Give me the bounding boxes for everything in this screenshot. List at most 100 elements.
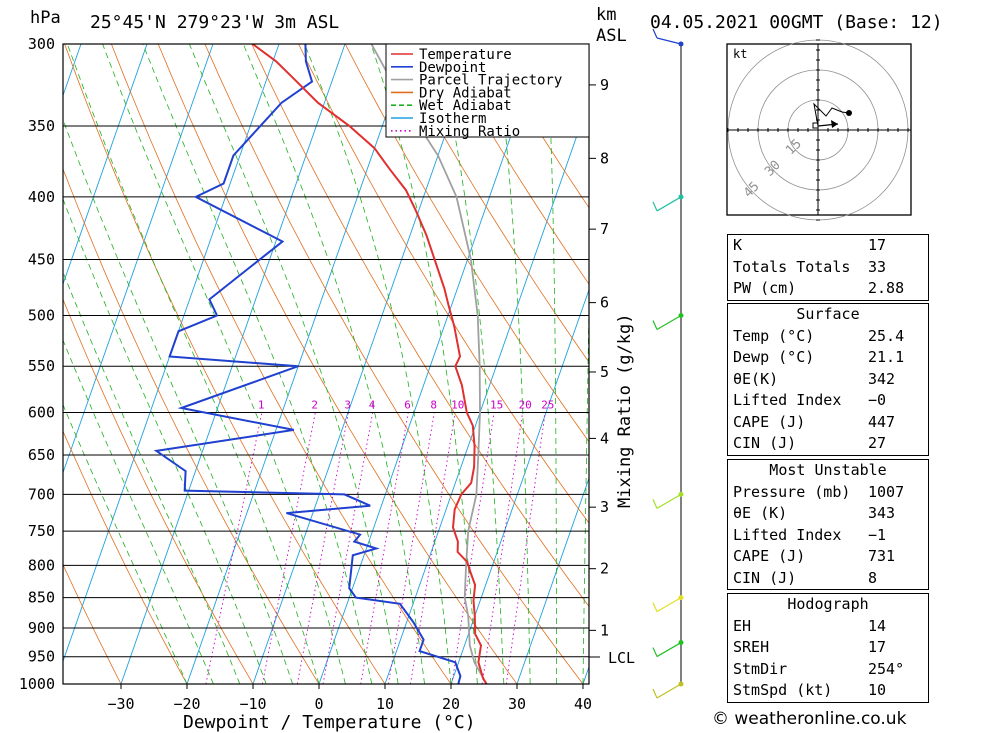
pressure-tick-label: 1000 bbox=[19, 675, 55, 693]
height-unit-asl: ASL bbox=[596, 26, 627, 46]
pressure-tick-label: 400 bbox=[28, 188, 55, 206]
wet-adiabat bbox=[63, 271, 241, 684]
isotherm-line bbox=[63, 44, 148, 286]
mixing-ratio-label: 1 bbox=[258, 398, 265, 411]
mixing-ratio-line bbox=[261, 412, 316, 684]
height-axis: 1 2 3 4 5 6 7 8 9 bbox=[589, 76, 609, 639]
x-axis-title: Dewpoint / Temperature (°C) bbox=[183, 712, 476, 733]
wind-barb-feather bbox=[652, 602, 658, 612]
pressure-tick-label: 900 bbox=[28, 619, 55, 637]
mixing-ratio-line bbox=[322, 412, 374, 684]
height-tick-label: 1 bbox=[600, 621, 609, 639]
isotherm-line bbox=[63, 44, 214, 474]
mixing-ratio-label: 15 bbox=[490, 398, 503, 411]
x-tick-label: −20 bbox=[173, 695, 200, 713]
mu-cin-row: CIN (J) 8 bbox=[733, 568, 878, 587]
wind-barb-feather bbox=[652, 28, 658, 39]
wet-adiabat bbox=[63, 118, 293, 684]
mu-cape-row: CAPE (J) 731 bbox=[733, 547, 896, 565]
wet-adiabat bbox=[102, 44, 346, 684]
x-tick-label: −30 bbox=[107, 695, 134, 713]
mixing-ratio-line bbox=[360, 412, 409, 684]
wind-barb-feather bbox=[652, 320, 658, 330]
pressure-tick-label: 950 bbox=[28, 648, 55, 666]
hodograph-unit: kt bbox=[733, 47, 747, 61]
isotherm-line bbox=[318, 44, 544, 684]
pressure-tick-label: 500 bbox=[28, 307, 55, 325]
profile-curves bbox=[153, 44, 488, 684]
indices-block-1: K 17 Totals Totals 33 PW (cm) 2.88 bbox=[727, 234, 929, 301]
stmdir-row: StmDir 254° bbox=[733, 659, 905, 678]
hodograph-trace bbox=[813, 102, 850, 127]
hodograph-block: Hodograph EH 14 SREH 17 StmDir 254° StmSpd … bbox=[727, 593, 929, 703]
height-tick-label: 5 bbox=[600, 363, 609, 381]
mixing-ratio-line bbox=[451, 412, 495, 684]
isotherm-line bbox=[516, 476, 589, 684]
isotherm-line bbox=[252, 44, 478, 684]
mixing-ratio-line bbox=[387, 412, 435, 684]
mu-pressure-row: Pressure (mb) 1007 bbox=[733, 482, 905, 501]
wind-barb bbox=[656, 315, 682, 331]
isotherm-line bbox=[450, 288, 589, 684]
mixing-ratio-axis-title: Mixing Ratio (g/kg) bbox=[615, 314, 635, 508]
wind-barb bbox=[656, 37, 682, 45]
mixing-ratio-label: 3 bbox=[344, 398, 351, 411]
wind-barb bbox=[656, 493, 682, 509]
legend-label: Dry Adiabat bbox=[419, 85, 512, 101]
pressure-tick-label: 450 bbox=[28, 251, 55, 269]
wet-adiabat bbox=[63, 198, 267, 684]
location-label: 25°45'N 279°23'W 3m ASL bbox=[90, 12, 339, 33]
x-tick-label: −10 bbox=[239, 695, 266, 713]
legend-label: Parcel Trajectory bbox=[419, 73, 562, 89]
wind-barb-feather bbox=[652, 201, 658, 212]
x-tick-label: 40 bbox=[574, 695, 592, 713]
hodograph-start-marker bbox=[812, 122, 819, 129]
dry-adiabat bbox=[438, 44, 589, 285]
mixing-ratio-line bbox=[505, 412, 546, 684]
x-tick-label: 30 bbox=[508, 695, 526, 713]
mu-thetae-row: θE (K) 343 bbox=[733, 504, 896, 522]
dry-adiabat bbox=[157, 44, 518, 684]
wet-adiabat bbox=[436, 44, 505, 684]
legend-label: Wet Adiabat bbox=[419, 98, 512, 114]
mixing-ratio-label: 4 bbox=[369, 398, 376, 411]
series-parcel-trajectory bbox=[370, 44, 488, 684]
mixing-ratio-label: 2 bbox=[311, 398, 318, 411]
legend-label: Dewpoint bbox=[419, 60, 486, 76]
x-tick-label: 0 bbox=[314, 695, 323, 713]
mixing-ratio-label: 20 bbox=[519, 398, 532, 411]
sreh-row: SREH 17 bbox=[733, 638, 887, 656]
wet-adiabat bbox=[582, 282, 589, 684]
mixing-ratio-line bbox=[296, 412, 349, 684]
mu-title: Most Unstable bbox=[769, 461, 887, 479]
wind-barb-feather bbox=[652, 499, 658, 509]
storm-motion-arrowhead bbox=[831, 120, 838, 128]
pressure-tick-label: 650 bbox=[28, 446, 55, 464]
dry-adiabat bbox=[63, 563, 122, 684]
height-tick-label: 2 bbox=[600, 560, 609, 578]
mixing-ratio-label: 6 bbox=[404, 398, 411, 411]
wind-barb bbox=[656, 597, 682, 613]
x-tick-label: 10 bbox=[376, 695, 394, 713]
dry-adiabat bbox=[344, 44, 589, 443]
k-index-row: K 17 bbox=[733, 236, 887, 254]
dry-adiabat bbox=[64, 44, 386, 684]
pressure-unit-label: hPa bbox=[30, 8, 61, 28]
hodograph-end-dot bbox=[846, 110, 852, 116]
wind-profile bbox=[652, 28, 684, 699]
mixing-ratio-line bbox=[409, 412, 456, 684]
copyright-link[interactable]: © weatheronline.co.uk bbox=[712, 709, 907, 729]
x-tick-label: 20 bbox=[442, 695, 460, 713]
dry-adiabat bbox=[298, 44, 589, 524]
pressure-lines bbox=[63, 43, 589, 685]
surface-title: Surface bbox=[796, 305, 860, 323]
surface-block: Surface Temp (°C) 25.4 Dewp (°C) 21.1 θE(K… bbox=[727, 303, 929, 456]
height-tick-label: 8 bbox=[600, 149, 609, 167]
pressure-tick-label: 700 bbox=[28, 485, 55, 503]
surface-thetae-row: θE(K) 342 bbox=[733, 369, 896, 388]
plot-frame bbox=[62, 43, 590, 685]
isotherm-line bbox=[186, 44, 412, 684]
